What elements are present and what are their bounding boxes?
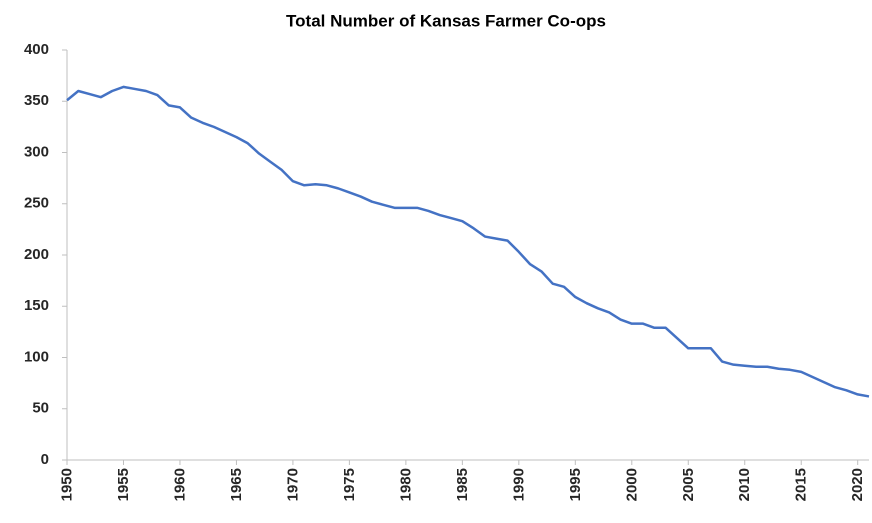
y-tick-label: 350 bbox=[24, 92, 49, 109]
x-tick-label: 1980 bbox=[397, 468, 414, 501]
x-tick-label: 1990 bbox=[510, 468, 527, 501]
y-tick-label: 300 bbox=[24, 143, 49, 160]
chart-title: Total Number of Kansas Farmer Co-ops bbox=[286, 11, 606, 30]
x-tick-label: 2020 bbox=[849, 468, 866, 501]
y-tick-label: 200 bbox=[24, 246, 49, 263]
y-tick-label: 0 bbox=[41, 451, 49, 468]
x-tick-label: 2000 bbox=[623, 468, 640, 501]
x-tick-label: 2010 bbox=[736, 468, 753, 501]
x-tick-label: 1955 bbox=[115, 468, 132, 501]
data-line bbox=[66, 85, 870, 398]
x-tick-label: 1975 bbox=[341, 468, 358, 501]
x-tick-label: 1970 bbox=[284, 468, 301, 501]
x-tick-label: 2005 bbox=[680, 468, 697, 501]
x-tick-label: 1985 bbox=[454, 468, 471, 501]
x-tick-label: 1965 bbox=[228, 468, 245, 501]
y-tick-label: 100 bbox=[24, 348, 49, 365]
y-tick-label: 150 bbox=[24, 297, 49, 314]
y-tick-label: 250 bbox=[24, 195, 49, 212]
y-tick-label: 50 bbox=[32, 400, 49, 417]
x-tick-label: 1960 bbox=[171, 468, 188, 501]
x-tick-label: 2015 bbox=[793, 468, 810, 501]
y-tick-label: 400 bbox=[24, 41, 49, 58]
x-tick-label: 1950 bbox=[59, 468, 76, 501]
x-tick-label: 1995 bbox=[567, 468, 584, 501]
